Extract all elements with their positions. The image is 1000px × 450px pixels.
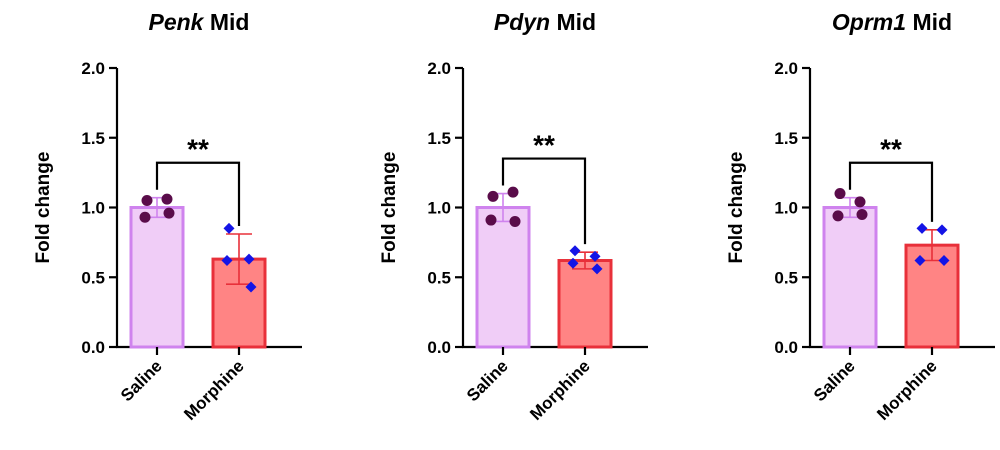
- data-point: [856, 208, 868, 220]
- data-point: [591, 263, 603, 275]
- data-point: [589, 250, 601, 262]
- y-tick-label: 1.0: [81, 199, 105, 218]
- y-tick-label: 0.0: [81, 338, 105, 357]
- significance-stars: **: [187, 134, 209, 165]
- significance-stars: **: [880, 134, 902, 165]
- data-point: [243, 253, 255, 265]
- chart-title-region: Mid: [203, 9, 249, 35]
- y-tick-label: 2.0: [774, 59, 798, 78]
- data-point: [854, 196, 866, 208]
- y-tick-label: 1.5: [81, 129, 105, 148]
- data-point: [569, 245, 581, 257]
- data-point: [509, 215, 521, 227]
- data-point: [916, 222, 928, 234]
- data-point: [507, 186, 519, 198]
- y-tick-label: 1.0: [774, 199, 798, 218]
- significance-bracket: [848, 161, 934, 222]
- chart-title: Oprm1 Mid: [832, 9, 952, 35]
- y-tick-label: 0.0: [774, 338, 798, 357]
- chart-title: Pdyn Mid: [494, 9, 596, 35]
- y-tick-label: 1.5: [427, 129, 451, 148]
- chart-title-gene: Pdyn: [494, 9, 550, 35]
- bar-saline: [475, 206, 531, 349]
- data-point: [245, 281, 257, 293]
- significance-bracket: [155, 161, 241, 227]
- chart-panel-1: Penk Mid Fold change 0.0 0.5 1.0 1.5 2.0 Saline…: [33, 9, 302, 424]
- y-tick-label: 0.5: [774, 268, 798, 287]
- chart-title-region: Mid: [906, 9, 952, 35]
- data-point: [223, 222, 235, 234]
- x-tick-label-morphine: Morphine: [526, 356, 594, 424]
- data-point: [221, 255, 233, 267]
- y-tick-label: 0.5: [81, 268, 105, 287]
- bar-morphine: [557, 259, 613, 349]
- data-point: [834, 188, 846, 200]
- data-point: [832, 210, 844, 222]
- significance-bracket: [501, 157, 587, 245]
- data-point: [161, 193, 173, 205]
- data-point: [567, 257, 579, 269]
- data-point: [487, 190, 499, 202]
- chart-panel-2: Pdyn Mid Fold change 0.0 0.5 1.0 1.5 2.0 Saline…: [379, 9, 648, 424]
- chart-title-region: Mid: [550, 9, 596, 35]
- y-tick-label: 0.0: [427, 338, 451, 357]
- y-tick-label: 1.5: [774, 129, 798, 148]
- bar-saline: [129, 206, 185, 349]
- y-tick-label: 1.0: [427, 199, 451, 218]
- chart-title-gene: Penk: [149, 9, 205, 35]
- y-axis-label: Fold change: [33, 152, 54, 264]
- chart-title-gene: Oprm1: [832, 9, 906, 35]
- chart-title: Penk Mid: [149, 9, 250, 35]
- y-axis-label: Fold change: [726, 152, 747, 264]
- x-tick-label-morphine: Morphine: [180, 356, 248, 424]
- y-tick-label: 0.5: [427, 268, 451, 287]
- data-point: [141, 195, 153, 207]
- significance-stars: **: [533, 130, 555, 161]
- y-tick-label: 2.0: [81, 59, 105, 78]
- data-point: [936, 224, 948, 236]
- chart-panel-3: Oprm1 Mid Fold change 0.0 0.5 1.0 1.5 2.0 Salin…: [726, 9, 995, 424]
- x-tick-label-saline: Saline: [117, 356, 166, 405]
- data-point: [938, 255, 950, 267]
- data-point: [914, 255, 926, 267]
- x-tick-label-saline: Saline: [463, 356, 512, 405]
- bar-saline: [822, 206, 878, 349]
- y-tick-label: 2.0: [427, 59, 451, 78]
- data-point: [139, 211, 151, 223]
- y-axis-label: Fold change: [379, 152, 400, 264]
- data-point: [163, 207, 175, 219]
- x-tick-label-morphine: Morphine: [873, 356, 941, 424]
- x-tick-label-saline: Saline: [810, 356, 859, 405]
- data-point: [485, 214, 497, 226]
